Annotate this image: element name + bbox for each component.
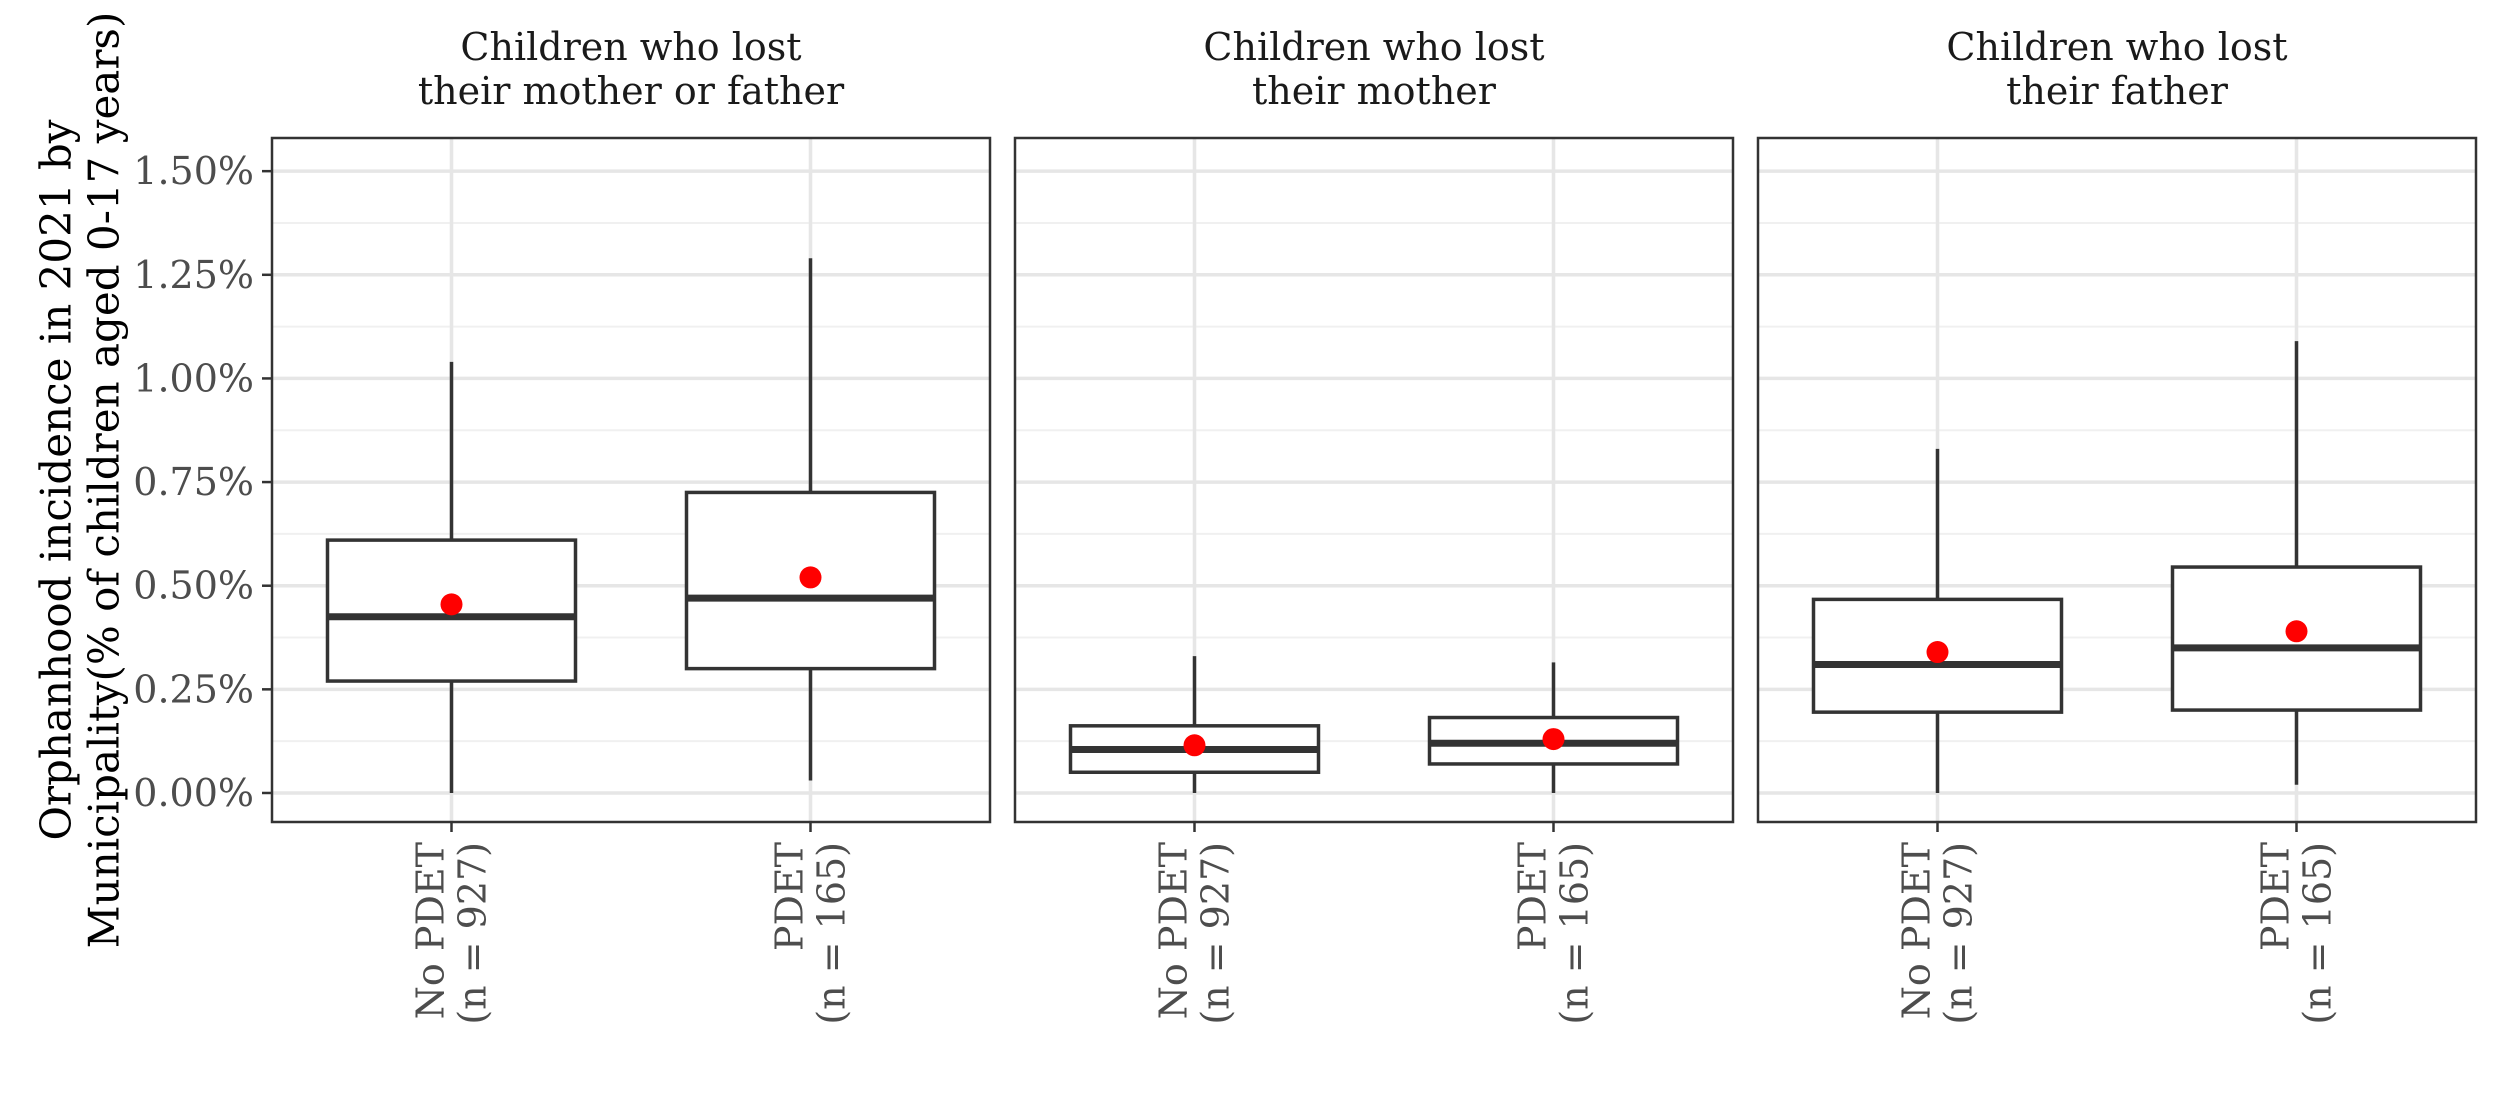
x-tick-label-line: PDET — [2254, 842, 2298, 951]
x-tick-label: No PDET(n = 927) — [409, 842, 495, 1025]
facet-title: Children who lost their father — [1946, 25, 2287, 113]
panel-background — [1015, 138, 1733, 822]
x-tick-label-line: (n = 165) — [810, 842, 854, 1025]
box-group — [325, 361, 578, 793]
x-tick-label-line: (n = 927) — [1194, 842, 1238, 1025]
y-axis-title-text: Orphanhood incidence in 2021 byMunicipal… — [31, 12, 128, 949]
y-axis-title-line: Orphanhood incidence in 2021 by — [31, 119, 80, 840]
mean-point — [1542, 728, 1565, 751]
mean-point — [1926, 641, 1949, 664]
x-tick-label: PDET(n = 165) — [2254, 842, 2340, 1025]
y-tick-label: 0.50% — [133, 564, 254, 608]
x-tick-label-line: PDET — [1511, 842, 1555, 951]
x-tick-label: PDET(n = 165) — [1511, 842, 1597, 1025]
facet-title-line: Children who lost — [1203, 25, 1544, 69]
facet-title-line: their mother — [1252, 69, 1497, 113]
x-tick-label-line: No PDET — [1152, 842, 1196, 1019]
facet-title-line: their mother or father — [418, 69, 845, 113]
y-tick-label: 0.25% — [133, 667, 254, 711]
x-tick-label: PDET(n = 165) — [768, 842, 854, 1025]
facet-panels: Children who lost their mother or fatherN… — [270, 25, 2478, 1025]
panel-background — [272, 138, 990, 822]
x-tick-label-line: (n = 927) — [1937, 842, 1981, 1025]
x-tick-label-line: (n = 165) — [1553, 842, 1597, 1025]
y-axis-title-line: Municipality(% of children aged 0-17 yea… — [80, 12, 129, 949]
x-tick-label-line: (n = 165) — [2296, 842, 2340, 1025]
y-tick-label: 1.25% — [133, 253, 254, 297]
mean-point — [2285, 620, 2308, 643]
facet-panel: Children who lost their mother or father N… — [270, 25, 992, 1025]
mean-point — [440, 593, 463, 616]
facet-title: Children who lost their mother or father — [418, 25, 845, 113]
x-tick-label: No PDET(n = 927) — [1895, 842, 1981, 1025]
box-group — [684, 258, 937, 781]
panel-border — [1013, 136, 1735, 824]
panel-background — [1758, 138, 2476, 822]
y-axis-title: Orphanhood incidence in 2021 byMunicipal… — [31, 12, 128, 949]
y-axis: 0.00% 0.25% 0.50% 0.75% 1.00% 1.25% 1.50% — [133, 149, 272, 815]
y-tick-label: 0.00% — [133, 771, 254, 815]
facet-title-line: their father — [2006, 69, 2229, 113]
y-tick-label: 0.75% — [133, 460, 254, 504]
x-tick-label-line: PDET — [768, 842, 812, 951]
facet-title: Children who lost their mother — [1203, 25, 1544, 113]
mean-point — [1183, 734, 1206, 757]
y-tick-label: 1.50% — [133, 149, 254, 193]
box-group — [1427, 662, 1680, 793]
x-tick-label: No PDET(n = 927) — [1152, 842, 1238, 1025]
mean-point — [799, 566, 822, 589]
x-tick-label-line: (n = 927) — [451, 842, 495, 1025]
y-tick-label: 1.00% — [133, 356, 254, 400]
panel-border — [1756, 136, 2478, 824]
box-group — [2170, 341, 2423, 785]
facet-title-line: Children who lost — [460, 25, 801, 69]
x-tick-label-line: No PDET — [409, 842, 453, 1019]
facet-title-line: Children who lost — [1946, 25, 2287, 69]
box-group — [1811, 448, 2064, 793]
x-tick-label-line: No PDET — [1895, 842, 1939, 1019]
panel-border — [270, 136, 992, 824]
box-group — [1068, 656, 1321, 793]
